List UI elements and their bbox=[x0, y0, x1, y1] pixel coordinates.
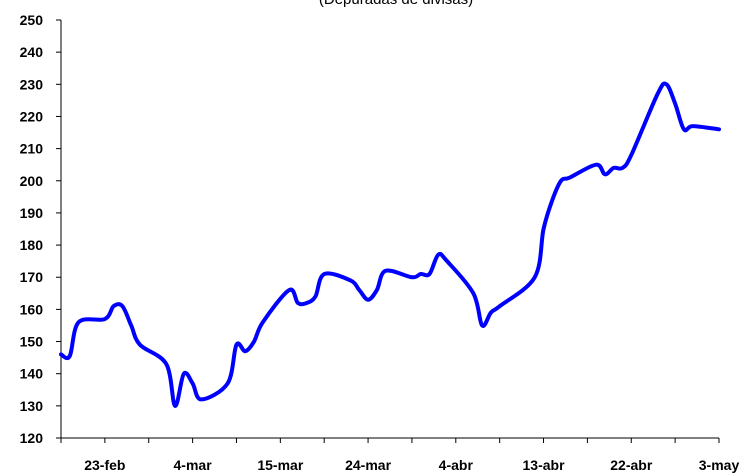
ticks: 120 130 140 150 160 170 180 190 200 210 220 230 240 2… bbox=[20, 12, 740, 473]
y-tick-label: 250 bbox=[20, 12, 44, 28]
y-tick-label: 160 bbox=[20, 301, 44, 317]
y-tick-label: 240 bbox=[20, 44, 44, 60]
series-line bbox=[59, 81, 721, 408]
plot-area bbox=[59, 81, 721, 408]
x-tick-label: 4-mar bbox=[174, 457, 213, 473]
x-tick-label: 15-mar bbox=[257, 457, 303, 473]
y-tick-label: 150 bbox=[20, 334, 44, 350]
x-tick-label: 3-may bbox=[699, 457, 740, 473]
x-tick-label: 23-feb bbox=[84, 457, 125, 473]
y-tick-label: 190 bbox=[20, 205, 44, 221]
y-tick-label: 120 bbox=[20, 430, 44, 446]
y-tick-label: 220 bbox=[20, 108, 44, 124]
x-tick-label: 4-abr bbox=[439, 457, 474, 473]
y-tick-label: 130 bbox=[20, 398, 44, 414]
x-tick-label: 22-abr bbox=[610, 457, 653, 473]
axes bbox=[60, 20, 719, 439]
y-tick-label: 170 bbox=[20, 269, 44, 285]
x-tick-label: 24-mar bbox=[345, 457, 391, 473]
y-tick-label: 230 bbox=[20, 76, 44, 92]
y-tick-label: 180 bbox=[20, 237, 44, 253]
y-tick-label: 200 bbox=[20, 173, 44, 189]
x-tick-label: 13-abr bbox=[523, 457, 566, 473]
chart-title: (Depuradas de divisas) bbox=[319, 0, 473, 8]
y-tick-label: 140 bbox=[20, 366, 44, 382]
y-tick-label: 210 bbox=[20, 141, 44, 157]
